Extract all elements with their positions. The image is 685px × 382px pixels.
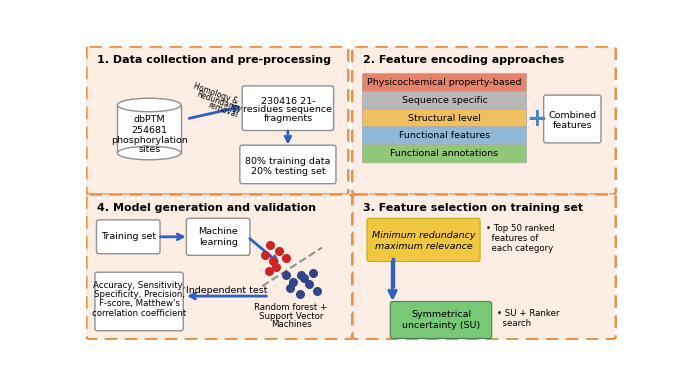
Ellipse shape xyxy=(117,146,181,160)
Text: Random forest +: Random forest + xyxy=(254,303,327,312)
Text: phosphorylation: phosphorylation xyxy=(111,136,188,145)
Text: 230416 21-: 230416 21- xyxy=(261,97,315,106)
FancyBboxPatch shape xyxy=(242,86,334,131)
Text: F-score, Matthew's: F-score, Matthew's xyxy=(99,299,179,308)
Text: removal: removal xyxy=(207,100,239,119)
FancyBboxPatch shape xyxy=(352,194,616,339)
Text: correlation coefficient: correlation coefficient xyxy=(92,309,186,317)
FancyBboxPatch shape xyxy=(544,95,601,143)
Text: Specificity, Precision,: Specificity, Precision, xyxy=(94,290,184,299)
Text: Accuracy, Sensitivity,: Accuracy, Sensitivity, xyxy=(93,281,185,290)
FancyBboxPatch shape xyxy=(362,109,527,128)
Text: Independent test: Independent test xyxy=(186,286,267,295)
FancyBboxPatch shape xyxy=(362,144,527,163)
Text: • Top 50 ranked: • Top 50 ranked xyxy=(486,224,554,233)
Text: features of: features of xyxy=(486,234,538,243)
FancyBboxPatch shape xyxy=(95,272,184,331)
Text: Sequence specific: Sequence specific xyxy=(401,96,488,105)
Ellipse shape xyxy=(117,98,181,112)
Text: 80% training data: 80% training data xyxy=(245,157,331,166)
Text: maximum relevance: maximum relevance xyxy=(375,241,473,251)
Bar xyxy=(117,105,181,153)
Text: Symmetrical: Symmetrical xyxy=(411,310,471,319)
Text: Functional annotations: Functional annotations xyxy=(390,149,499,158)
FancyBboxPatch shape xyxy=(86,47,349,194)
Text: Redundancy: Redundancy xyxy=(195,90,242,114)
Text: • SU + Ranker: • SU + Ranker xyxy=(497,309,560,317)
Text: Physicochemical property-based: Physicochemical property-based xyxy=(367,78,522,87)
FancyBboxPatch shape xyxy=(362,91,527,110)
Text: sites: sites xyxy=(138,145,160,154)
Text: +: + xyxy=(526,107,547,131)
Text: 1. Data collection and pre-processing: 1. Data collection and pre-processing xyxy=(97,55,332,65)
Text: Homology &: Homology & xyxy=(192,81,240,106)
Text: search: search xyxy=(497,319,532,327)
Text: residues sequence: residues sequence xyxy=(243,105,332,114)
Text: 20% testing set: 20% testing set xyxy=(251,167,325,176)
FancyBboxPatch shape xyxy=(97,220,160,254)
Text: Training set: Training set xyxy=(101,232,155,241)
Text: 254681: 254681 xyxy=(131,126,167,135)
Text: Machines: Machines xyxy=(271,320,312,329)
Text: each category: each category xyxy=(486,244,553,253)
Text: 2. Feature encoding approaches: 2. Feature encoding approaches xyxy=(363,55,564,65)
Text: 4. Model generation and validation: 4. Model generation and validation xyxy=(97,203,316,213)
FancyBboxPatch shape xyxy=(390,301,492,338)
FancyBboxPatch shape xyxy=(86,194,352,339)
Text: learning: learning xyxy=(199,238,238,247)
FancyBboxPatch shape xyxy=(362,127,527,145)
Text: 3. Feature selection on training set: 3. Feature selection on training set xyxy=(363,203,583,213)
FancyBboxPatch shape xyxy=(362,74,527,92)
Text: Functional features: Functional features xyxy=(399,131,490,141)
FancyBboxPatch shape xyxy=(367,219,480,261)
FancyBboxPatch shape xyxy=(240,145,336,184)
Text: Support Vector: Support Vector xyxy=(259,312,323,320)
Text: dbPTM: dbPTM xyxy=(134,115,165,124)
Text: uncertainty (SU): uncertainty (SU) xyxy=(402,321,480,330)
FancyBboxPatch shape xyxy=(352,47,616,194)
Text: Minimum redundancy: Minimum redundancy xyxy=(372,231,475,240)
Text: fragments: fragments xyxy=(263,115,312,123)
Text: Structural level: Structural level xyxy=(408,114,481,123)
Text: Machine: Machine xyxy=(198,227,238,236)
Text: features: features xyxy=(553,121,592,129)
FancyBboxPatch shape xyxy=(186,219,250,255)
Text: Combined: Combined xyxy=(548,111,597,120)
